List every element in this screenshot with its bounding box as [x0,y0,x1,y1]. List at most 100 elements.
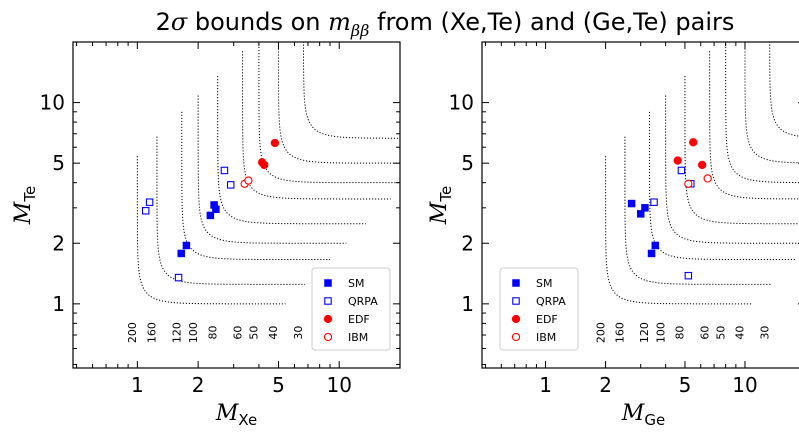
legend-label-ibm: IBM [348,331,368,344]
contour-line-120 [648,111,796,261]
data-point-qrpa [141,207,150,215]
contour-label-40: 40 [734,326,747,340]
contour-label-120: 120 [171,322,184,343]
legend-label-edf: EDF [348,313,370,326]
y-tick-label: 10 [449,91,474,115]
contour-label-160: 160 [146,322,159,343]
y-tick-label: 5 [461,151,474,175]
data-point-ibm [244,176,253,185]
x-tick-label: 1 [131,373,144,397]
legend-box [311,267,391,351]
y-tick-label: 1 [52,292,65,316]
contour-label-80: 80 [674,326,687,340]
y-tick-label: 2 [52,231,65,255]
legend-label-ibm: IBM [536,331,556,344]
contour-label-80: 80 [206,326,219,340]
legend-label-qrpa: QRPA [348,295,378,308]
contour-label-60: 60 [698,326,711,340]
y-tick-label: 1 [461,292,474,316]
data-point-sm [182,241,191,250]
contour-label-40: 40 [267,326,280,340]
contour-label-120: 120 [638,322,651,343]
series-edf [257,138,280,170]
data-point-sm [206,211,215,220]
contour-label-50: 50 [714,326,727,340]
contour-line-30 [302,42,400,139]
legend-label-sm: SM [348,277,364,290]
legend-marker-edf [323,314,333,324]
contour-line-80 [684,76,799,225]
contour-label-30: 30 [292,326,305,340]
x-tick-label: 2 [192,373,205,397]
figure-title: 2σ bounds on mββ from (Xe,Te) and (Ge,Te… [156,8,735,40]
contour-label-160: 160 [614,322,627,343]
x-tick-label: 1 [539,373,552,397]
plot-frame [72,41,401,369]
contour-label-60: 60 [231,326,244,340]
data-point-sm [647,249,656,258]
left-panel-xe-te: 200 160 120 100 80 60 50 40 30 1 2 5 10 1 2 5 10 MXe MTe SM… [11,41,401,429]
x-axis-label: MGe [621,401,665,429]
data-point-sm [636,210,645,218]
data-point-edf [673,156,682,165]
legend: SM QRPA EDF IBM [499,267,579,351]
plot-frame [481,41,799,369]
y-tick-label: 2 [461,231,474,255]
legend-label-qrpa: QRPA [536,295,566,308]
x-axis-label: MXe [215,401,257,429]
legend-marker-qrpa [512,297,520,305]
contour-line-80 [217,76,366,225]
contour-line-60 [242,51,391,200]
right-panel-ge-te: 200 160 120 100 80 60 50 40 30 1 2 5 10 1 2 5 10 MGe MTe SM… [427,41,799,429]
data-point-ibm [684,179,693,188]
x-tick-label: 5 [679,373,692,397]
plot-area: 200 160 120 100 80 60 50 40 30 [126,42,400,343]
series-sm [627,199,660,258]
contour-line-100 [197,95,347,244]
contour-line-120 [181,111,330,261]
series-edf [673,138,707,170]
y-tick-label: 5 [52,151,65,175]
contour-line-60 [709,51,799,200]
legend-label-sm: SM [536,277,552,290]
data-point-edf [698,160,707,170]
contour-line-40 [277,42,400,164]
y-axis-label: MTe [11,186,39,225]
data-point-qrpa [174,273,183,282]
data-point-qrpa [684,271,693,280]
data-point-edf [270,138,280,148]
legend-box [499,267,579,351]
data-point-sm [627,199,636,208]
data-point-qrpa [220,166,229,175]
x-tick-label: 10 [327,373,352,397]
data-point-edf [689,138,698,147]
x-tick-label: 5 [272,373,285,397]
contour-line-30 [769,42,799,137]
data-point-sm [177,249,186,258]
data-point-qrpa [145,198,154,206]
data-point-edf [260,160,269,170]
legend-marker-ibm [511,332,521,342]
y-axis-label: MTe [427,186,455,225]
contour-line-200 [136,156,286,305]
axis-ticks [482,41,799,368]
contour-line-160 [156,136,306,285]
legend-marker-sm [324,279,332,287]
data-point-sm [651,241,660,250]
contour-line-160 [624,136,772,285]
series-qrpa [141,166,235,282]
data-point-qrpa [677,166,686,175]
contour-line-50 [725,42,799,184]
contour-line-100 [665,95,799,244]
data-point-qrpa [650,198,658,206]
legend: SM QRPA EDF IBM [311,267,391,351]
y-tick-label: 10 [40,91,65,115]
data-point-sm [212,205,220,214]
contour-line-50 [258,42,400,184]
plot-area: 200 160 120 100 80 60 50 40 30 [594,42,799,343]
axis-ticks [73,41,401,368]
legend-marker-ibm [323,332,333,342]
data-point-ibm [703,174,712,183]
contour-label-200: 200 [126,322,139,343]
legend-label-edf: EDF [536,313,558,326]
